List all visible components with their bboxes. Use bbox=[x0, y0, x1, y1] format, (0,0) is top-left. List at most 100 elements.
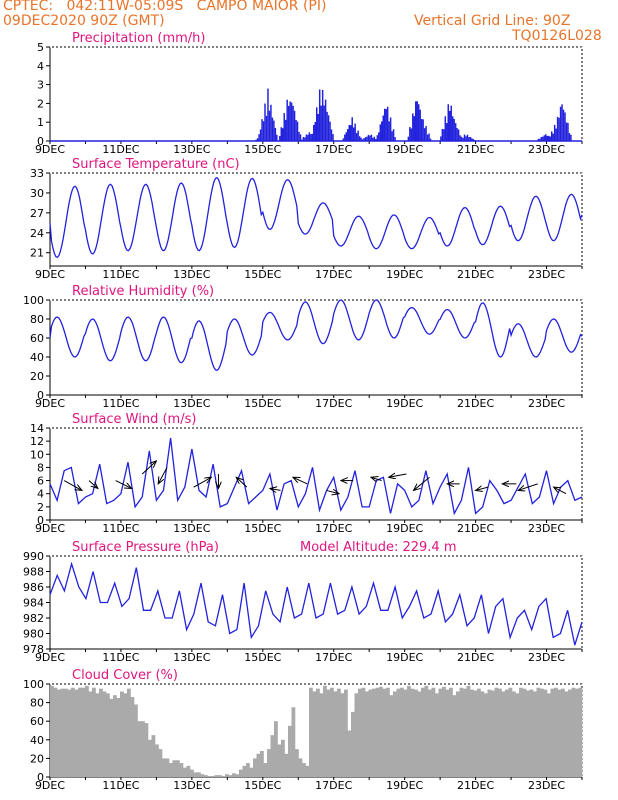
y-tick-label: 27 bbox=[30, 207, 44, 220]
panel-subtitle: Model Altitude: 229.4 m bbox=[300, 540, 457, 555]
cloud-bar bbox=[141, 721, 145, 777]
cloud-bar bbox=[526, 690, 530, 777]
wind-arrow bbox=[158, 467, 168, 483]
precip-bar bbox=[449, 110, 451, 141]
precip-bar bbox=[302, 136, 305, 141]
cloud-bar bbox=[414, 689, 418, 777]
precip-bar bbox=[304, 137, 306, 141]
cloud-bar bbox=[340, 693, 345, 777]
precip-bar bbox=[440, 136, 442, 141]
precip-bar bbox=[540, 136, 543, 141]
cloud-bar bbox=[438, 688, 443, 777]
cloud-bar bbox=[253, 758, 257, 777]
y-tick-label: 24 bbox=[30, 227, 44, 240]
cloud-bar bbox=[407, 685, 411, 777]
y-tick-label: 0 bbox=[37, 514, 44, 527]
cloud-bar bbox=[449, 687, 453, 777]
panel-title: Surface Temperature (nC) bbox=[72, 157, 240, 172]
y-tick-label: 100 bbox=[23, 294, 44, 307]
cloud-bar bbox=[477, 688, 481, 777]
x-tick-label: 19DEC bbox=[386, 651, 423, 664]
cloud-bar bbox=[270, 735, 275, 777]
precip-bar bbox=[318, 89, 321, 141]
cloud-bar bbox=[491, 690, 495, 777]
cloud-bar bbox=[127, 688, 131, 777]
precip-bar bbox=[459, 135, 461, 141]
cloud-bar bbox=[575, 688, 579, 777]
panel-title: Relative Humidity (%) bbox=[72, 284, 214, 299]
cloud-bar bbox=[200, 774, 205, 777]
precip-bar bbox=[332, 134, 334, 141]
precip-bar bbox=[457, 129, 460, 141]
cloud-bar bbox=[501, 691, 506, 777]
precip-bar bbox=[349, 125, 352, 141]
header-station: CPTEC: 042:11W-05:09S CAMPO MAIOR (PI) bbox=[3, 0, 327, 14]
precip-bar bbox=[381, 121, 383, 141]
cloud-bar bbox=[358, 688, 362, 777]
precip-bar bbox=[295, 119, 297, 141]
precip-bar bbox=[550, 131, 553, 141]
cloud-bar bbox=[466, 685, 471, 777]
cloud-bar bbox=[221, 776, 226, 777]
cloud-bar bbox=[333, 691, 338, 777]
cloud-bar bbox=[480, 691, 485, 777]
precip-bar bbox=[447, 104, 449, 141]
cloud-bar bbox=[445, 689, 450, 777]
y-tick-label: 1 bbox=[37, 116, 44, 129]
y-tick-label: 40 bbox=[30, 734, 44, 747]
precip-bar bbox=[373, 136, 376, 141]
cloud-bar bbox=[235, 774, 240, 777]
precip-bar bbox=[351, 117, 353, 141]
precip-bar bbox=[413, 116, 416, 141]
x-tick-label: 23DEC bbox=[528, 651, 565, 664]
cloud-bar bbox=[102, 691, 107, 777]
precip-bar bbox=[316, 107, 318, 141]
x-tick-label: 21DEC bbox=[457, 779, 494, 792]
y-tick-label: 980 bbox=[23, 628, 44, 641]
precip-bar bbox=[429, 138, 432, 141]
cloud-bar bbox=[95, 693, 100, 777]
cloud-bar bbox=[281, 739, 285, 777]
wind-arrow bbox=[141, 461, 156, 475]
precip-bar bbox=[280, 127, 283, 141]
precip-bar bbox=[469, 137, 472, 141]
precip-bar bbox=[311, 133, 314, 141]
precip-bar bbox=[327, 115, 330, 141]
precip-bar bbox=[383, 108, 386, 141]
cloud-bar bbox=[225, 774, 229, 777]
cloud-bar bbox=[459, 687, 464, 777]
precip-bar bbox=[386, 106, 389, 141]
precip-bar bbox=[553, 124, 556, 141]
plot-frame bbox=[49, 299, 583, 396]
x-tick-label: 15DEC bbox=[244, 522, 281, 535]
precip-bar bbox=[321, 89, 324, 141]
precip-bar bbox=[539, 138, 541, 141]
precip-bar bbox=[545, 134, 547, 141]
cloud-bar bbox=[554, 687, 558, 777]
cloud-bar bbox=[386, 687, 390, 777]
precip-bar bbox=[379, 124, 382, 141]
cloud-bar bbox=[323, 685, 327, 777]
x-tick-label: 17DEC bbox=[315, 651, 352, 664]
cloud-bar bbox=[309, 687, 313, 777]
precip-bar bbox=[556, 116, 559, 141]
precip-bar bbox=[565, 122, 568, 141]
cloud-bar bbox=[85, 685, 89, 777]
x-tick-label: 23DEC bbox=[528, 143, 565, 156]
cloud-bar bbox=[505, 689, 509, 777]
cloud-bar bbox=[123, 693, 128, 777]
precip-bar bbox=[423, 128, 426, 141]
cloud-bar bbox=[116, 697, 121, 777]
precip-bar bbox=[412, 113, 414, 141]
x-tick-label: 13DEC bbox=[173, 522, 210, 535]
cloud-bar bbox=[183, 767, 187, 777]
x-tick-label: 23DEC bbox=[528, 779, 565, 792]
cloud-bar bbox=[337, 688, 341, 777]
x-tick-label: 21DEC bbox=[457, 522, 494, 535]
cloud-bar bbox=[400, 687, 404, 777]
x-tick-label: 13DEC bbox=[173, 651, 210, 664]
x-tick-label: 15DEC bbox=[244, 397, 281, 410]
precip-bar bbox=[465, 136, 467, 141]
x-tick-label: 21DEC bbox=[457, 143, 494, 156]
panel-2: 21 24 27 30 33 9DEC 11DEC 13DEC 15DEC 17DEC 19DEC 2… bbox=[30, 157, 583, 281]
